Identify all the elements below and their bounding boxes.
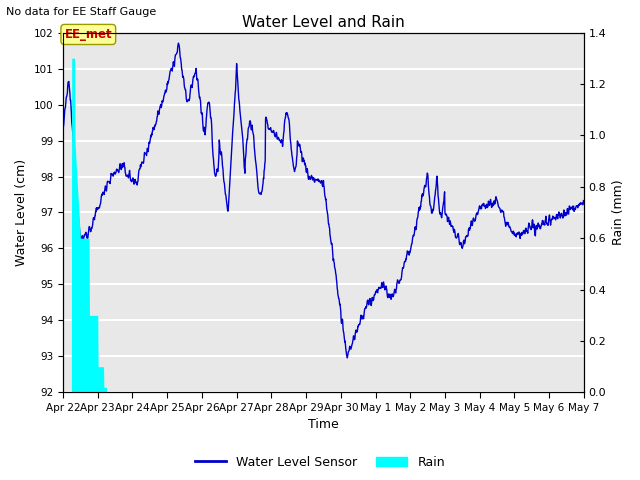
- Text: EE_met: EE_met: [65, 28, 112, 41]
- Title: Water Level and Rain: Water Level and Rain: [242, 15, 405, 30]
- Y-axis label: Water Level (cm): Water Level (cm): [15, 159, 28, 266]
- Text: No data for EE Staff Gauge: No data for EE Staff Gauge: [6, 7, 157, 17]
- X-axis label: Time: Time: [308, 419, 339, 432]
- Y-axis label: Rain (mm): Rain (mm): [612, 180, 625, 245]
- Legend: Water Level Sensor, Rain: Water Level Sensor, Rain: [190, 451, 450, 474]
